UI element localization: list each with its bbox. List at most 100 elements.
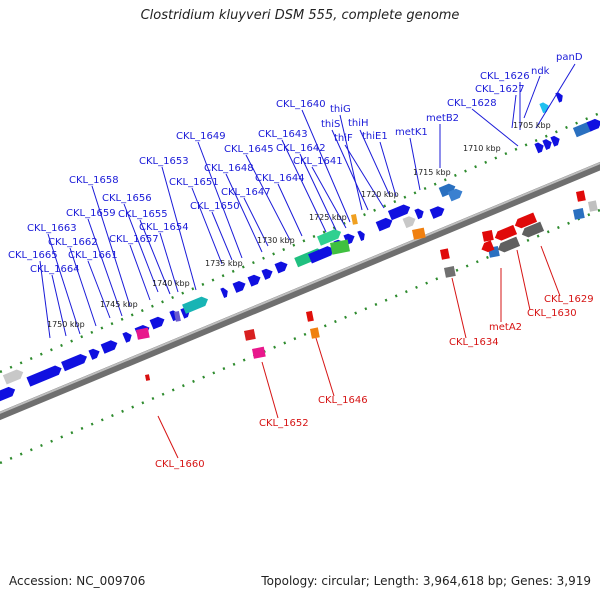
forward-gene-27[interactable] xyxy=(429,204,447,219)
ckl-1646-marker-top[interactable] xyxy=(306,310,314,322)
forward-gene-5[interactable] xyxy=(100,338,120,354)
gene-label-ckl-1626[interactable]: CKL_1626 xyxy=(480,71,530,82)
leader-line-32 xyxy=(47,233,81,335)
forward-gene-28[interactable] xyxy=(438,182,458,198)
forward-gene-16[interactable] xyxy=(274,260,290,274)
forward-gene-21[interactable] xyxy=(308,244,336,264)
thiG-marker[interactable] xyxy=(330,239,351,255)
gene-label-ckl-1654[interactable]: CKL_1654 xyxy=(139,222,189,233)
gene-label-thiS[interactable]: thiS xyxy=(321,119,340,130)
ckl-1655-marker[interactable] xyxy=(174,311,181,322)
reverse-gene-1[interactable] xyxy=(513,212,538,231)
gene-label-thiE1[interactable]: thiE1 xyxy=(362,131,388,142)
forward-gene-23[interactable] xyxy=(375,216,395,232)
gene-label-ckl-1665[interactable]: CKL_1665 xyxy=(8,250,58,261)
forward-gene-12[interactable] xyxy=(220,286,229,298)
forward-gene-34[interactable] xyxy=(555,91,564,103)
ruler-label-1705: 1705 kbp xyxy=(513,121,551,130)
gene-label-ckl-1659[interactable]: CKL_1659 xyxy=(66,208,116,219)
ckl-1629-marker[interactable] xyxy=(573,208,585,220)
forward-gene-15[interactable] xyxy=(261,267,274,280)
gene-label-ckl-1655[interactable]: CKL_1655 xyxy=(118,209,168,220)
gene-label-thiF[interactable]: thiF xyxy=(334,133,353,144)
gene-label-ckl-1651[interactable]: CKL_1651 xyxy=(169,177,219,188)
forward-gene-36[interactable] xyxy=(586,117,600,132)
forward-gene-0[interactable] xyxy=(0,385,17,403)
forward-gene-8[interactable] xyxy=(149,315,167,330)
forward-gene-18[interactable] xyxy=(317,227,343,246)
gene-label-ckl-1660[interactable]: CKL_1660 xyxy=(155,459,205,470)
forward-gene-24[interactable] xyxy=(387,203,412,221)
gene-label-ckl-1645[interactable]: CKL_1645 xyxy=(224,144,274,155)
gene-label-thiH[interactable]: thiH xyxy=(348,118,369,129)
forward-gene-25[interactable] xyxy=(402,214,418,229)
gene-label-ckl-1650[interactable]: CKL_1650 xyxy=(190,201,240,212)
forward-gene-4[interactable] xyxy=(88,347,101,360)
gene-label-ckl-1663[interactable]: CKL_1663 xyxy=(27,223,77,234)
gene-label-ckl-1634[interactable]: CKL_1634 xyxy=(449,337,499,348)
forward-gene-3[interactable] xyxy=(61,352,89,372)
ckl-1629-marker-3[interactable] xyxy=(576,190,586,202)
thiE1-marker-2[interactable] xyxy=(412,227,426,240)
gene-label-ckl-1630[interactable]: CKL_1630 xyxy=(527,308,577,319)
forward-gene-14[interactable] xyxy=(247,273,263,287)
ruler-label-1725: 1725 kbp xyxy=(309,213,347,222)
reverse-genes xyxy=(480,212,545,255)
leader-line-28 xyxy=(91,185,131,307)
gene-label-ckl-1657[interactable]: CKL_1657 xyxy=(109,234,159,245)
forward-gene-26[interactable] xyxy=(414,207,425,220)
ckl-1652-marker-bot[interactable] xyxy=(252,346,266,359)
gene-label-ckl-1647[interactable]: CKL_1647 xyxy=(221,187,271,198)
forward-gene-29[interactable] xyxy=(447,187,465,202)
gene-label-ckl-1640[interactable]: CKL_1640 xyxy=(276,99,326,110)
leader-line-34 xyxy=(39,260,51,339)
gene-label-ckl-1656[interactable]: CKL_1656 xyxy=(102,193,152,204)
gene-label-ckl-1664[interactable]: CKL_1664 xyxy=(30,264,80,275)
gene-label-panD[interactable]: panD xyxy=(556,52,583,63)
gene-label-metB2[interactable]: metB2 xyxy=(426,113,459,124)
ckl-1629-marker-2[interactable] xyxy=(588,200,598,212)
forward-gene-6[interactable] xyxy=(122,330,133,343)
gene-label-ckl-1652[interactable]: CKL_1652 xyxy=(259,418,309,429)
gene-label-ckl-1629[interactable]: CKL_1629 xyxy=(544,294,594,305)
gene-label-ckl-1643[interactable]: CKL_1643 xyxy=(258,129,308,140)
ruler-label-1745: 1745 kbp xyxy=(100,300,138,309)
gene-label-ckl-1627[interactable]: CKL_1627 xyxy=(475,84,525,95)
forward-gene-11[interactable] xyxy=(182,295,210,314)
topology-text: Topology: circular; Length: 3,964,618 bp… xyxy=(261,574,591,588)
forward-gene-2[interactable] xyxy=(26,364,63,387)
gene-label-ckl-1642[interactable]: CKL_1642 xyxy=(276,143,326,154)
ckl-1646-marker-bot[interactable] xyxy=(310,327,320,339)
gene-label-ckl-1661[interactable]: CKL_1661 xyxy=(68,250,118,261)
forward-gene-30[interactable] xyxy=(534,141,545,154)
ckl-1652-marker-top[interactable] xyxy=(244,329,256,341)
gene-label-ckl-1662[interactable]: CKL_1662 xyxy=(48,237,98,248)
forward-gene-32[interactable] xyxy=(550,134,561,147)
gene-label-ckl-1628[interactable]: CKL_1628 xyxy=(447,98,497,109)
forward-gene-1[interactable] xyxy=(2,368,25,385)
reverse-gene-2[interactable] xyxy=(496,236,521,255)
forward-gene-13[interactable] xyxy=(232,279,248,293)
gene-label-metK1[interactable]: metK1 xyxy=(395,127,428,138)
gene-label-ndk[interactable]: ndk xyxy=(531,66,550,77)
reverse-gene-0[interactable] xyxy=(493,224,518,243)
gene-label-ckl-1648[interactable]: CKL_1648 xyxy=(204,163,254,174)
reverse-gene-4[interactable] xyxy=(480,240,495,254)
gene-label-ckl-1641[interactable]: CKL_1641 xyxy=(293,156,343,167)
forward-gene-31[interactable] xyxy=(542,138,553,150)
ckl-1634-marker-bot[interactable] xyxy=(444,266,456,278)
metA2-marker-top[interactable] xyxy=(482,230,494,242)
ckl-1657-marker[interactable] xyxy=(135,327,150,340)
forward-gene-22[interactable] xyxy=(357,229,366,241)
gene-label-ckl-1644[interactable]: CKL_1644 xyxy=(255,173,305,184)
gene-label-ckl-1646[interactable]: CKL_1646 xyxy=(318,395,368,406)
gene-label-ckl-1649[interactable]: CKL_1649 xyxy=(176,131,226,142)
gene-label-ckl-1658[interactable]: CKL_1658 xyxy=(69,175,119,186)
gene-label-ckl-1653[interactable]: CKL_1653 xyxy=(139,156,189,167)
ckl-1634-marker-top[interactable] xyxy=(440,248,450,260)
reverse-gene-3[interactable] xyxy=(520,221,545,240)
gene-label-metA2[interactable]: metA2 xyxy=(489,322,522,333)
gene-label-thiG[interactable]: thiG xyxy=(330,104,351,115)
thiE1-marker[interactable] xyxy=(350,214,358,225)
ckl-1660-marker[interactable] xyxy=(145,374,151,381)
